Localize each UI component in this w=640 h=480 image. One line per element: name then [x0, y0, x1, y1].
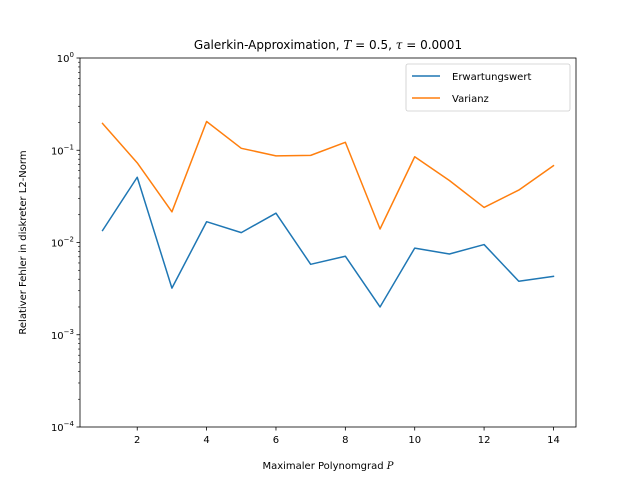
- legend-label: Erwartungswert: [452, 72, 531, 83]
- x-tick-label: 4: [203, 435, 209, 446]
- series-layer: [101, 120, 555, 308]
- y-tick-base: 10: [57, 54, 70, 65]
- y-tick-exponent: −3: [64, 328, 74, 336]
- x-axis-label-text: Maximaler Polynomgrad: [262, 461, 386, 472]
- x-axis-label-symbol: P: [386, 461, 394, 472]
- y-tick-exponent: −2: [64, 236, 74, 244]
- y-tick-base: 10: [51, 146, 64, 157]
- y-tick-base: 10: [51, 239, 64, 250]
- title-t-symbol: T: [343, 38, 352, 52]
- x-tick-label: 2: [134, 435, 140, 446]
- x-axis-ticks: 2 4 6 8 10 12 14: [134, 427, 560, 446]
- y-tick-base: 10: [51, 331, 64, 342]
- y-tick-exponent: 0: [70, 51, 74, 59]
- x-tick-label: 6: [273, 435, 279, 446]
- y-tick-label: 10−1: [51, 143, 74, 157]
- series-line-erwartungswert: [101, 176, 555, 308]
- x-tick-label: 10: [408, 435, 421, 446]
- legend-frame: [405, 63, 571, 112]
- x-tick-label: 12: [478, 435, 491, 446]
- title-t-value: = 0.5,: [351, 38, 395, 52]
- y-axis-label: Relativer Fehler in diskreter L2-Norm: [18, 150, 29, 334]
- chart-title: Galerkin-Approximation, T = 0.5, τ = 0.0…: [194, 38, 462, 52]
- title-tau-value: = 0.0001: [402, 38, 462, 52]
- legend: Erwartungswert Varianz: [405, 63, 571, 112]
- title-tau-symbol: τ: [396, 38, 403, 52]
- y-tick-label: 10−4: [51, 420, 75, 434]
- series-line-varianz: [101, 120, 555, 230]
- legend-label: Varianz: [452, 94, 489, 105]
- y-tick-exponent: −4: [64, 420, 75, 428]
- x-axis-label: Maximaler Polynomgrad P: [262, 461, 393, 472]
- y-tick-label: 100: [57, 51, 74, 65]
- x-tick-label: 8: [342, 435, 348, 446]
- title-prefix: Galerkin-Approximation,: [194, 38, 343, 52]
- y-tick-base: 10: [51, 423, 64, 434]
- x-tick-label: 14: [547, 435, 560, 446]
- y-tick-exponent: −1: [64, 143, 74, 151]
- y-tick-label: 10−2: [51, 236, 74, 250]
- y-tick-label: 10−3: [51, 328, 74, 342]
